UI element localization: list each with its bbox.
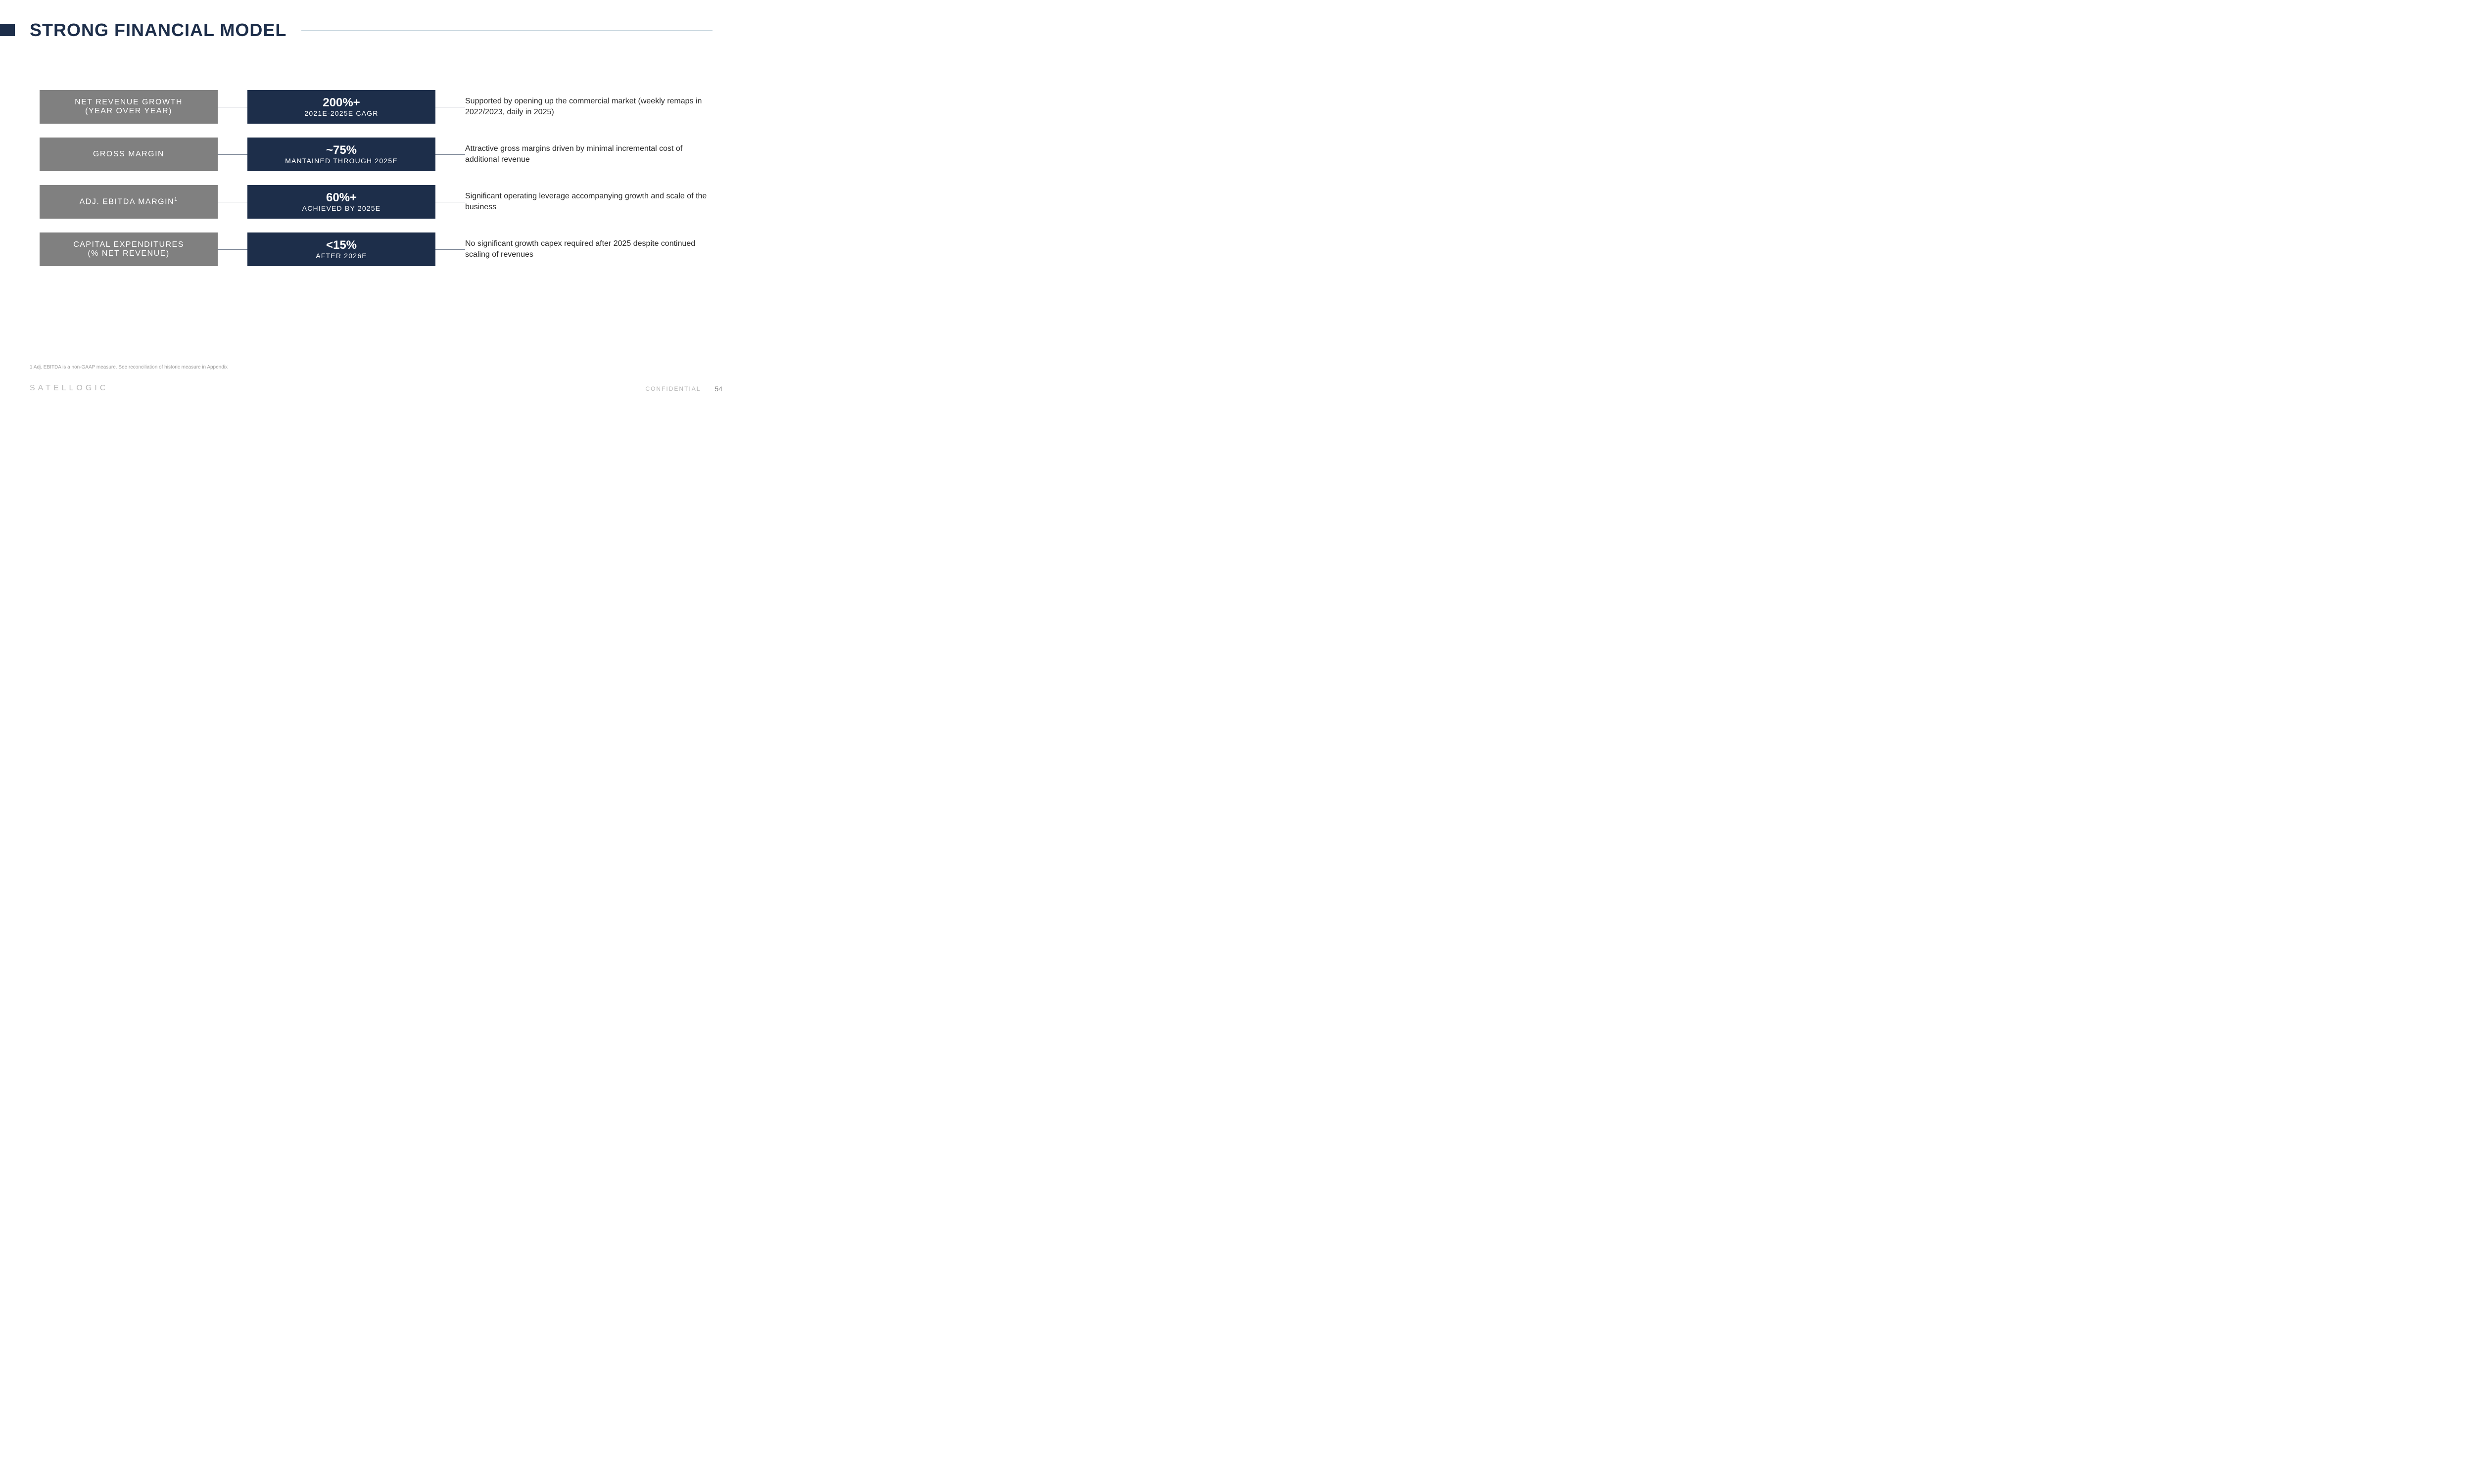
- connector-line: [435, 249, 465, 250]
- footer: SATELLOGIC CONFIDENTIAL 54: [30, 384, 722, 393]
- header-marker: [0, 24, 15, 36]
- value-sub: MANTAINED THROUGH 2025E: [285, 157, 398, 165]
- logo: SATELLOGIC: [30, 384, 108, 393]
- metric-label: CAPITAL EXPENDITURES (% NET REVENUE): [40, 232, 218, 266]
- value-sub: ACHIEVED BY 2025E: [302, 204, 381, 212]
- metric-value: ~75% MANTAINED THROUGH 2025E: [247, 138, 435, 171]
- footnote: 1 Adj. EBITDA is a non-GAAP measure. See…: [30, 365, 228, 370]
- value-sub: 2021E-2025E CAGR: [304, 109, 378, 117]
- label-text: (YEAR OVER YEAR): [85, 107, 172, 116]
- value-sub: AFTER 2026E: [316, 252, 367, 260]
- metric-row: NET REVENUE GROWTH (YEAR OVER YEAR) 200%…: [40, 90, 713, 124]
- connector-line: [218, 249, 247, 250]
- header: STRONG FINANCIAL MODEL: [0, 0, 742, 41]
- metric-value: 60%+ ACHIEVED BY 2025E: [247, 185, 435, 219]
- connector-line: [218, 154, 247, 155]
- metric-description: Attractive gross margins driven by minim…: [465, 143, 713, 165]
- metric-value: <15% AFTER 2026E: [247, 232, 435, 266]
- label-text: ADJ. EBITDA MARGIN1: [80, 197, 178, 206]
- page-title: STRONG FINANCIAL MODEL: [30, 20, 286, 41]
- metric-value: 200%+ 2021E-2025E CAGR: [247, 90, 435, 124]
- value-main: ~75%: [326, 144, 357, 157]
- label-text: (% NET REVENUE): [88, 249, 169, 258]
- title-rule: [301, 30, 713, 31]
- connector-line: [435, 154, 465, 155]
- metric-row: ADJ. EBITDA MARGIN1 60%+ ACHIEVED BY 202…: [40, 185, 713, 219]
- label-text: NET REVENUE GROWTH: [75, 98, 183, 107]
- metric-row: GROSS MARGIN ~75% MANTAINED THROUGH 2025…: [40, 138, 713, 171]
- value-main: <15%: [326, 239, 357, 252]
- footer-right: CONFIDENTIAL 54: [645, 385, 722, 393]
- label-text: GROSS MARGIN: [93, 150, 164, 159]
- metric-description: Supported by opening up the commercial m…: [465, 96, 713, 117]
- metric-label: NET REVENUE GROWTH (YEAR OVER YEAR): [40, 90, 218, 124]
- label-text: CAPITAL EXPENDITURES: [73, 240, 184, 249]
- content-area: NET REVENUE GROWTH (YEAR OVER YEAR) 200%…: [0, 41, 742, 266]
- value-main: 60%+: [326, 191, 357, 204]
- value-main: 200%+: [323, 96, 360, 109]
- metric-row: CAPITAL EXPENDITURES (% NET REVENUE) <15…: [40, 232, 713, 266]
- metric-label: ADJ. EBITDA MARGIN1: [40, 185, 218, 219]
- metric-description: Significant operating leverage accompany…: [465, 191, 713, 212]
- metric-label: GROSS MARGIN: [40, 138, 218, 171]
- confidential-label: CONFIDENTIAL: [645, 385, 701, 392]
- page-number: 54: [714, 385, 722, 393]
- metric-description: No significant growth capex required aft…: [465, 238, 713, 260]
